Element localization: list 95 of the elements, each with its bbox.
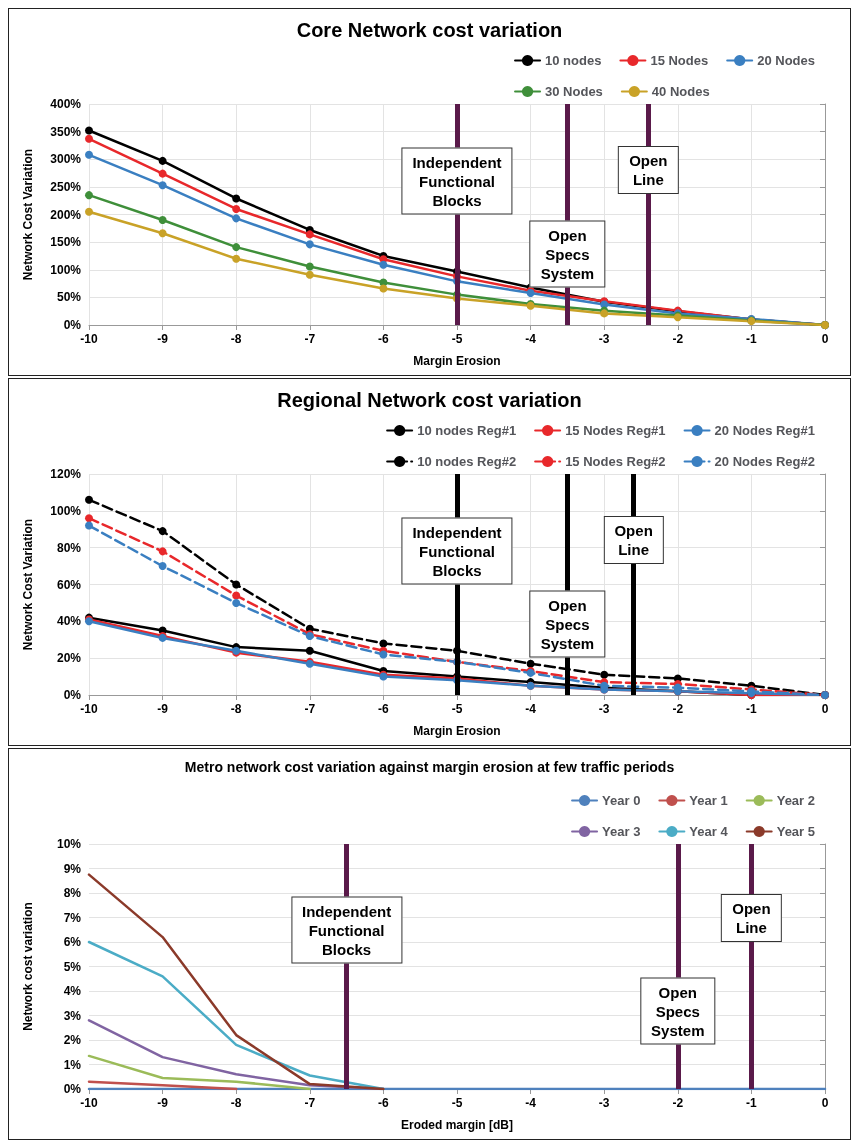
y-tick-label: 50%: [56, 290, 82, 305]
y-tick-label: 7%: [63, 910, 82, 925]
x-tick-label: -8: [230, 332, 242, 346]
x-tick-label: -4: [525, 1096, 537, 1110]
x-tick-label: -6: [378, 332, 390, 346]
x-tick-label: -9: [157, 332, 169, 346]
legend-label: 40 Nodes: [651, 84, 710, 99]
y-tick-label: 40%: [56, 614, 82, 629]
y-tick-label: 60%: [56, 577, 82, 592]
legend-label: 10 nodes Reg#1: [417, 423, 517, 438]
y-tick-label: 0%: [63, 1082, 82, 1096]
legend-label: 15 Nodes Reg#1: [565, 423, 666, 438]
legend-label: 10 nodes Reg#2: [417, 454, 517, 469]
y-tick-label: 9%: [63, 861, 82, 876]
legend-label: 20 Nodes Reg#2: [714, 454, 815, 469]
ref-line-label: Open Line: [603, 516, 664, 565]
ref-line-label: Independent Functional Blocks: [401, 517, 513, 585]
x-tick-label: -1: [746, 332, 758, 346]
x-tick-label: -7: [304, 702, 316, 716]
y-tick-label: 4%: [63, 984, 82, 998]
y-tick-label: 1%: [63, 1057, 82, 1072]
legend-label: Year 2: [776, 793, 816, 808]
x-tick-label: -3: [598, 702, 610, 716]
x-tick-label: -3: [598, 1096, 610, 1110]
x-tick-label: -7: [304, 1096, 316, 1110]
x-tick-label: -6: [378, 702, 390, 716]
legend-label: Year 1: [689, 793, 728, 808]
chart-title: Core Network cost variation: [296, 19, 563, 41]
x-tick-label: 0: [821, 1096, 829, 1110]
x-tick-label: -1: [746, 702, 758, 716]
ref-line-label: Open Specs System: [529, 220, 606, 288]
x-tick-label: -5: [451, 332, 463, 346]
legend-label: 20 Nodes: [757, 53, 816, 68]
x-tick-label: -2: [672, 702, 684, 716]
x-tick-label: -6: [378, 1096, 390, 1110]
legend-label: 20 Nodes Reg#1: [714, 423, 815, 438]
legend-label: 15 Nodes Reg#2: [565, 454, 666, 469]
x-tick-label: -7: [304, 332, 316, 346]
x-tick-label: -1: [746, 1096, 758, 1110]
x-tick-label: -2: [672, 332, 684, 346]
y-tick-label: 3%: [63, 1008, 82, 1023]
ref-line-label: Open Line: [721, 893, 782, 942]
x-tick-label: -2: [672, 1096, 684, 1110]
y-tick-label: 400%: [50, 97, 82, 111]
y-tick-label: 2%: [63, 1033, 82, 1047]
ref-line-label: Open Line: [618, 146, 679, 195]
x-tick-label: 0: [821, 332, 829, 346]
x-tick-label: -4: [525, 332, 537, 346]
x-tick-label: -8: [230, 1096, 242, 1110]
y-axis-title: Network Cost Variation: [21, 518, 35, 651]
x-tick-label: -10: [80, 1096, 98, 1110]
legend-label: Year 5: [776, 824, 816, 839]
ref-line-label: Open Specs System: [529, 590, 606, 658]
legend-label: Year 3: [602, 824, 641, 839]
chart-title: Metro network cost variation against margin erosion at few traffic periods: [184, 759, 675, 775]
x-tick-label: -8: [230, 702, 242, 716]
y-axis-title: Network Cost Variation: [21, 148, 35, 281]
legend-label: 15 Nodes: [650, 53, 709, 68]
x-tick-label: -9: [157, 702, 169, 716]
y-tick-label: 20%: [56, 651, 82, 666]
ref-line-label: Open Specs System: [640, 977, 716, 1045]
y-axis-title: Network cost variation: [21, 902, 35, 1031]
chart-title: Regional Network cost variation: [277, 389, 582, 411]
x-tick-label: -10: [80, 702, 98, 716]
x-axis-title: Eroded margin [dB]: [400, 1118, 514, 1132]
y-tick-label: 0%: [63, 688, 82, 702]
y-tick-label: 150%: [50, 235, 82, 250]
legend-label: 10 nodes: [545, 53, 602, 68]
x-tick-label: -4: [525, 702, 537, 716]
y-tick-label: 100%: [50, 503, 82, 518]
y-tick-label: 6%: [63, 935, 82, 949]
y-tick-label: 80%: [56, 540, 82, 555]
x-tick-label: -5: [451, 702, 463, 716]
x-tick-label: -10: [80, 332, 98, 346]
y-tick-label: 200%: [50, 207, 82, 222]
x-tick-label: -3: [598, 332, 610, 346]
y-tick-label: 8%: [63, 886, 82, 900]
legend-label: Year 4: [689, 824, 729, 839]
x-tick-label: -9: [157, 1096, 169, 1110]
x-tick-label: 0: [821, 702, 829, 716]
y-tick-label: 10%: [56, 837, 82, 851]
y-tick-label: 0%: [63, 318, 82, 332]
y-tick-label: 300%: [50, 152, 82, 167]
legend-label: Year 0: [602, 793, 641, 808]
x-tick-label: -5: [451, 1096, 463, 1110]
y-tick-label: 100%: [50, 262, 82, 277]
y-tick-label: 350%: [50, 124, 82, 139]
y-tick-label: 120%: [50, 467, 82, 481]
x-axis-title: Margin Erosion: [413, 354, 501, 368]
x-axis-title: Margin Erosion: [413, 724, 501, 738]
ref-line-label: Independent Functional Blocks: [401, 147, 513, 215]
ref-line-label: Independent Functional Blocks: [291, 896, 403, 964]
y-tick-label: 5%: [63, 959, 82, 974]
legend-label: 30 Nodes: [545, 84, 603, 99]
y-tick-label: 250%: [50, 179, 82, 194]
